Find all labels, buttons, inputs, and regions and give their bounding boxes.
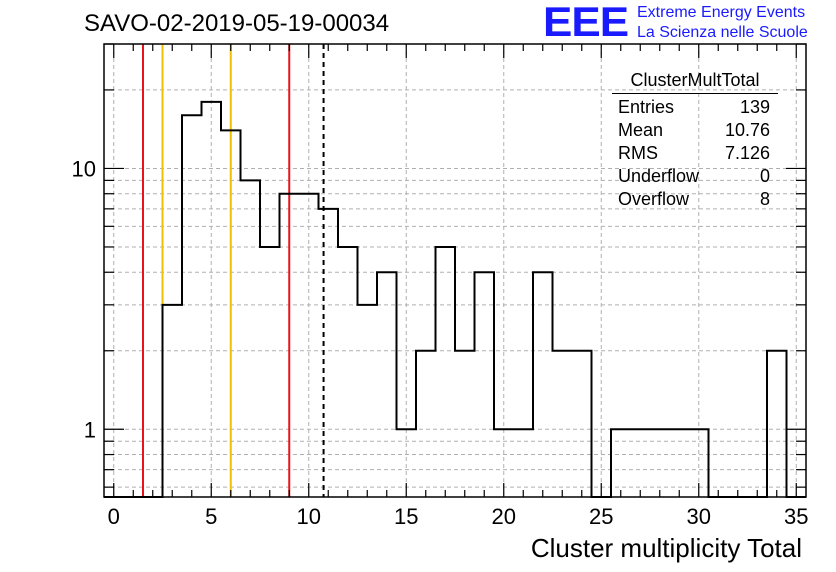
logo-line-2: La Scienza nelle Scuole bbox=[637, 24, 808, 41]
stats-label: Entries bbox=[618, 97, 675, 117]
stats-value: 10.76 bbox=[724, 120, 770, 140]
histogram-bin bbox=[377, 272, 397, 497]
histogram-bin bbox=[358, 305, 378, 497]
histogram-bin bbox=[631, 429, 651, 497]
x-axis-label: Cluster multiplicity Total bbox=[530, 533, 802, 563]
histogram-outline bbox=[104, 100, 806, 498]
histogram-bin bbox=[455, 351, 475, 497]
histogram-bin bbox=[221, 130, 241, 497]
histogram-bin bbox=[280, 194, 300, 497]
eee-logo: EEE bbox=[543, 0, 629, 46]
x-tick-label: 35 bbox=[784, 504, 808, 529]
histogram-bin bbox=[611, 429, 631, 497]
plot-frame bbox=[103, 43, 807, 498]
histogram-bin bbox=[260, 247, 280, 497]
histogram-bin bbox=[572, 351, 592, 497]
stats-row-rms: RMS 7.126 bbox=[612, 142, 778, 165]
histogram-bin bbox=[202, 102, 222, 497]
x-tick-label: 30 bbox=[687, 504, 711, 529]
histogram-bin bbox=[319, 209, 339, 497]
histogram-bin bbox=[533, 272, 553, 497]
histogram-bin bbox=[241, 180, 261, 497]
histogram-bin bbox=[475, 272, 495, 497]
stats-box: ClusterMultTotal Entries 139 Mean 10.76 … bbox=[612, 70, 778, 211]
stats-label: RMS bbox=[618, 143, 658, 163]
histogram-series bbox=[104, 100, 806, 498]
x-tick-label: 10 bbox=[297, 504, 321, 529]
stats-label: Underflow bbox=[618, 166, 700, 186]
chart-title: SAVO-02-2019-05-19-00034 bbox=[84, 10, 390, 37]
logo-line-1: Extreme Energy Events bbox=[637, 4, 806, 21]
x-tick-label: 5 bbox=[205, 504, 217, 529]
histogram-bin bbox=[650, 429, 670, 497]
stats-row-mean: Mean 10.76 bbox=[612, 119, 778, 142]
stats-value: 7.126 bbox=[724, 143, 770, 163]
x-tick-label: 0 bbox=[108, 504, 120, 529]
histogram-bin bbox=[163, 305, 183, 497]
stats-row-underflow: Underflow 0 bbox=[612, 165, 778, 188]
histogram-bin bbox=[299, 194, 319, 497]
stats-label: Overflow bbox=[618, 189, 690, 209]
y-tick-label: 10 bbox=[72, 156, 96, 181]
stats-value: 8 bbox=[759, 189, 770, 209]
reference-lines bbox=[142, 44, 325, 497]
stats-value: 0 bbox=[759, 166, 770, 186]
stats-value: 139 bbox=[739, 97, 770, 117]
stats-row-overflow: Overflow 8 bbox=[612, 188, 778, 211]
histogram-bin bbox=[416, 351, 436, 497]
stats-row-entries: Entries 139 bbox=[612, 96, 778, 119]
axes: 0 5 10 15 20 25 30 35 1 10 bbox=[72, 43, 808, 529]
y-tick-label: 1 bbox=[84, 417, 96, 442]
histogram-bin bbox=[553, 351, 573, 497]
x-tick-label: 15 bbox=[394, 504, 418, 529]
stats-label: Mean bbox=[618, 120, 664, 140]
x-tick-label: 25 bbox=[589, 504, 613, 529]
grid-lines bbox=[104, 44, 806, 497]
x-tick-label: 20 bbox=[492, 504, 516, 529]
histogram-bin bbox=[338, 247, 358, 497]
histogram-bin bbox=[767, 351, 787, 497]
histogram-bin bbox=[514, 429, 534, 497]
histogram-bin bbox=[436, 247, 456, 497]
histogram-bin bbox=[670, 429, 690, 497]
stats-box-title: ClusterMultTotal bbox=[612, 70, 778, 94]
histogram-bin bbox=[182, 115, 202, 497]
